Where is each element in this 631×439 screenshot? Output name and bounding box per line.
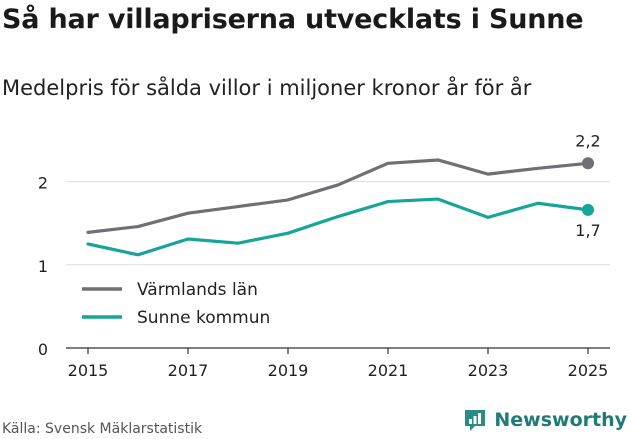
chart-subtitle: Medelpris för sålda villor i miljoner kr…: [2, 76, 532, 100]
line-chart: 0 1 2 2015 2017 2019 2021 2023 2025 2,2 1,7 Värmlan…: [38, 131, 610, 380]
x-tick-label: 2025: [568, 361, 609, 380]
sunne-series-end-point: [582, 203, 594, 216]
varmland-series-line: [86, 158, 590, 234]
x-tick-label: 2019: [268, 361, 309, 380]
source-note: Källa: Svensk Mäklarstatistik: [2, 421, 203, 437]
x-tick-label: 2015: [68, 361, 109, 380]
newsworthy-logo-icon: [465, 410, 486, 431]
sunne-series-end-label: 1,7: [575, 221, 600, 240]
newsworthy-logo: Newsworthy: [462, 407, 627, 433]
x-tick-label: 2021: [368, 361, 409, 380]
x-tick-label: 2023: [468, 361, 509, 380]
legend-label: Sunne kommun: [137, 308, 270, 328]
varmland-series-end-label: 2,2: [575, 131, 600, 150]
y-tick-label: 1: [38, 257, 48, 276]
logo-text: Newsworthy: [494, 409, 627, 431]
sunne-series-line: [86, 197, 590, 257]
chart-title: Så har villapriserna utvecklats i Sunne: [2, 4, 584, 35]
y-tick-label: 0: [38, 340, 48, 359]
varmland-series-end-point: [582, 157, 594, 170]
y-tick-label: 2: [38, 174, 48, 193]
legend-label: Värmlands län: [137, 280, 258, 300]
x-tick-label: 2017: [168, 361, 209, 380]
